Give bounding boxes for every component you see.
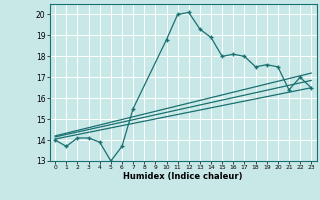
X-axis label: Humidex (Indice chaleur): Humidex (Indice chaleur) — [124, 172, 243, 181]
